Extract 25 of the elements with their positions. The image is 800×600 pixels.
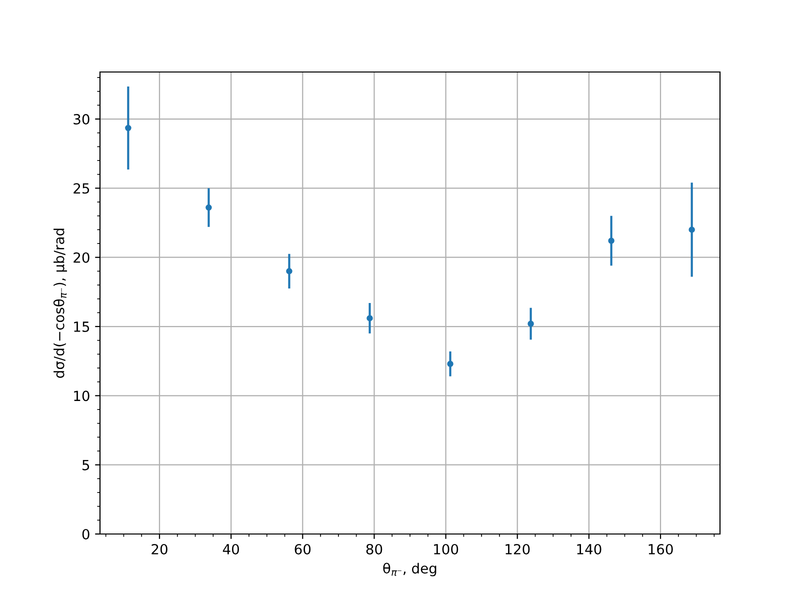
x-tick-label: 80: [366, 544, 382, 554]
x-tick-label: 20: [152, 544, 168, 554]
y-axis-title: dσ/d(−cosθ$_{π⁻}$), μb/rad: [53, 228, 67, 378]
y-tick-label: 0: [82, 528, 90, 540]
y-tick-label: 25: [74, 183, 90, 194]
point: [528, 320, 534, 327]
x-tick-label: 160: [648, 544, 673, 554]
point: [608, 238, 614, 244]
x-tick-label: 100: [434, 544, 458, 554]
point: [688, 226, 695, 233]
point: [447, 360, 454, 367]
point: [286, 268, 292, 274]
point: [125, 124, 132, 132]
x-tick-label: 40: [222, 544, 239, 554]
x-tick-label: 60: [294, 544, 311, 554]
y-tick-label: 5: [82, 460, 90, 470]
x-tick-label: 140: [577, 544, 602, 554]
y-tick-label: 15: [74, 322, 90, 332]
y-tick-label: 30: [74, 114, 90, 125]
y-tick-label: 20: [74, 252, 90, 263]
y-tick-label: 10: [74, 390, 90, 402]
x-tick-label: 120: [506, 544, 530, 554]
point: [206, 204, 212, 211]
x-axis-title: θ$_{π⁻}$, deg: [383, 562, 436, 576]
point: [366, 315, 373, 322]
